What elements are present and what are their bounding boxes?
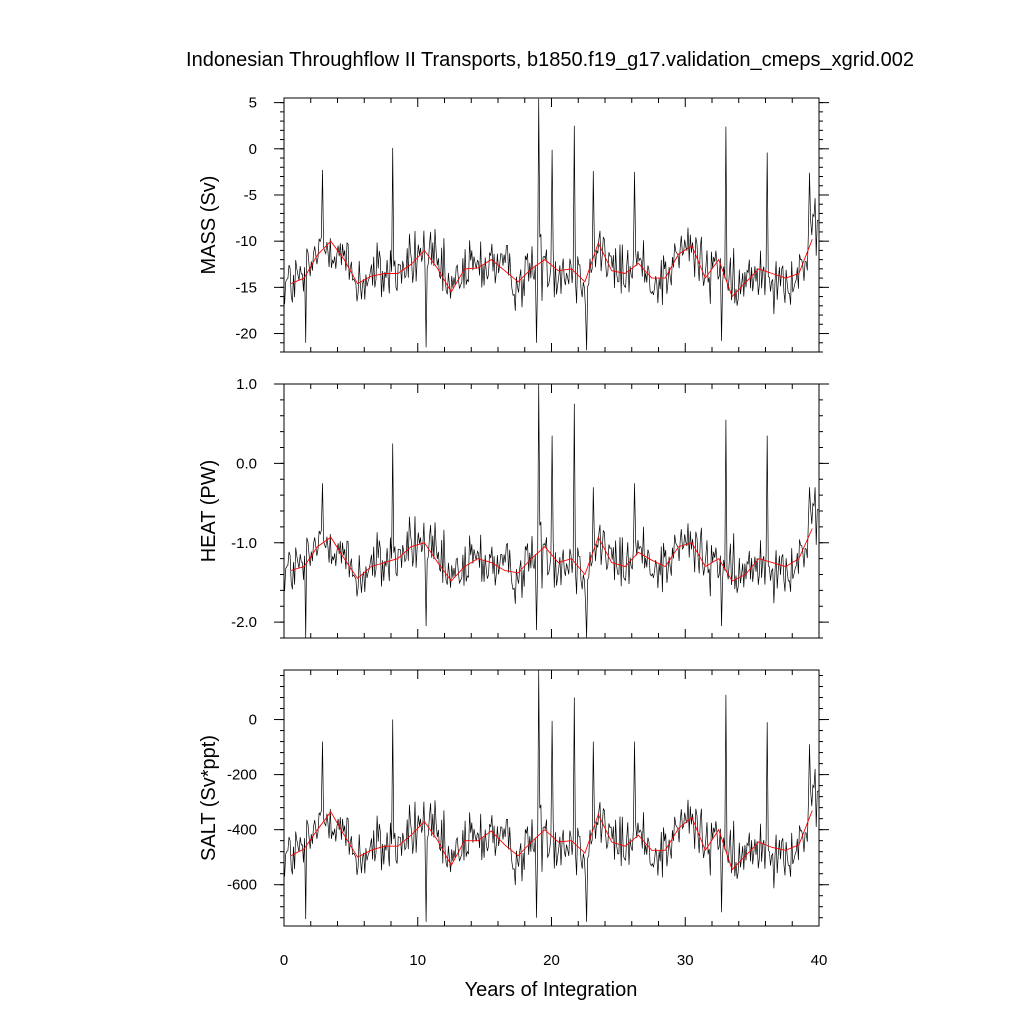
y-tick-label: 5 <box>249 95 257 112</box>
chart-title: Indonesian Throughflow II Transports, b1… <box>186 49 914 71</box>
y-tick-label: -15 <box>235 279 257 296</box>
y-tick-label: 0 <box>249 141 257 158</box>
x-tick-label: 30 <box>677 952 694 969</box>
y-tick-label: -600 <box>227 877 257 894</box>
panel-heat: 1.0 0.0 -1.0 -2.0 HEAT (PW) <box>198 376 829 639</box>
y-axis-label-salt: SALT (Sv*ppt) <box>198 735 220 861</box>
x-tick-label: 20 <box>543 952 560 969</box>
x-tick-label: 10 <box>409 952 426 969</box>
y-tick-label: -20 <box>235 326 257 343</box>
annual-mean-series-heat <box>290 528 813 582</box>
x-axis-label: Years of Integration <box>465 979 638 1001</box>
annual-mean-series-mass <box>290 239 813 298</box>
x-tick-label: 0 <box>280 952 288 969</box>
panel-salt: 0 -200 -400 -600 SALT (Sv*ppt) 0 10 20 30 40 <box>198 669 829 969</box>
y-tick-label: -200 <box>227 767 257 784</box>
y-axis-label-heat: HEAT (PW) <box>198 460 220 563</box>
panels: 5 0 -5 -10 -15 -20 MASS (Sv) 1.0 0.0 -1.0 -2.0 HEAT… <box>198 95 829 969</box>
y-axis-label-mass: MASS (Sv) <box>198 176 220 275</box>
y-tick-label: 1.0 <box>236 376 257 393</box>
y-tick-label: -10 <box>235 233 257 250</box>
y-tick-label: -1.0 <box>231 535 257 552</box>
monthly-series-mass <box>284 98 819 351</box>
annual-mean-series-salt <box>290 810 813 871</box>
monthly-series-heat <box>284 383 819 639</box>
y-tick-label: -400 <box>227 822 257 839</box>
y-tick-label: 0.0 <box>236 455 257 472</box>
x-tick-label: 40 <box>811 952 828 969</box>
monthly-series-salt <box>284 669 819 922</box>
panel-mass: 5 0 -5 -10 -15 -20 MASS (Sv) <box>198 95 829 353</box>
y-tick-label: -2.0 <box>231 614 257 631</box>
y-tick-label: -5 <box>244 187 257 204</box>
y-tick-label: 0 <box>249 712 257 729</box>
